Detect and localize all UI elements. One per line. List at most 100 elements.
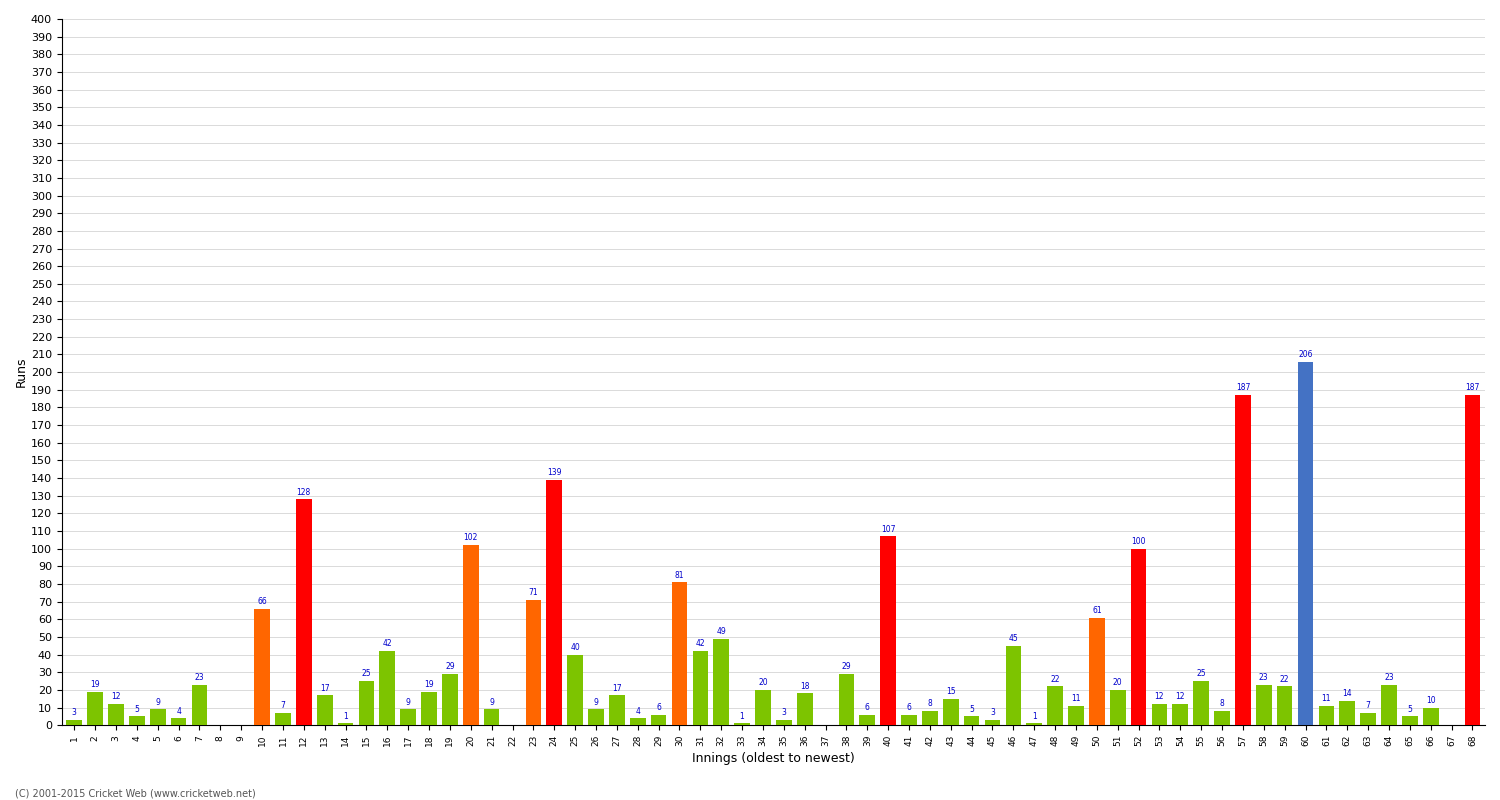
- Text: 12: 12: [111, 692, 122, 702]
- Text: 23: 23: [195, 673, 204, 682]
- Text: 22: 22: [1280, 674, 1290, 684]
- Text: 15: 15: [946, 687, 956, 696]
- Bar: [1068, 706, 1084, 726]
- Bar: [839, 674, 854, 726]
- Text: 1: 1: [1032, 712, 1036, 721]
- Text: 49: 49: [717, 627, 726, 636]
- Bar: [442, 674, 458, 726]
- Bar: [1089, 618, 1104, 726]
- Bar: [464, 545, 478, 726]
- Bar: [1110, 690, 1125, 726]
- Text: 6: 6: [865, 703, 870, 712]
- Text: 9: 9: [594, 698, 598, 706]
- Text: 66: 66: [256, 597, 267, 606]
- Text: 6: 6: [906, 703, 912, 712]
- Bar: [192, 685, 207, 726]
- Text: 42: 42: [696, 639, 705, 649]
- Bar: [358, 681, 375, 726]
- Bar: [525, 600, 542, 726]
- Text: 61: 61: [1092, 606, 1101, 615]
- Text: 23: 23: [1258, 673, 1269, 682]
- Bar: [150, 710, 165, 726]
- Text: 187: 187: [1236, 383, 1250, 393]
- Text: 11: 11: [1322, 694, 1330, 703]
- Bar: [1047, 686, 1064, 726]
- Bar: [1194, 681, 1209, 726]
- Bar: [274, 713, 291, 726]
- Text: 5: 5: [1407, 705, 1413, 714]
- Bar: [754, 690, 771, 726]
- Text: 3: 3: [782, 708, 786, 718]
- Text: 14: 14: [1342, 689, 1352, 698]
- Bar: [672, 582, 687, 726]
- Bar: [546, 480, 562, 726]
- Bar: [1173, 704, 1188, 726]
- Text: 10: 10: [1426, 696, 1436, 705]
- Text: 8: 8: [1220, 699, 1224, 709]
- Y-axis label: Runs: Runs: [15, 357, 28, 387]
- Bar: [984, 720, 1000, 726]
- Bar: [1382, 685, 1396, 726]
- Text: 187: 187: [1466, 383, 1479, 393]
- Bar: [1005, 646, 1022, 726]
- Bar: [944, 698, 958, 726]
- Bar: [1318, 706, 1334, 726]
- Text: 128: 128: [297, 487, 310, 497]
- Text: 9: 9: [405, 698, 411, 706]
- Bar: [1214, 711, 1230, 726]
- Bar: [1424, 707, 1438, 726]
- Text: 5: 5: [135, 705, 140, 714]
- Text: 9: 9: [489, 698, 494, 706]
- Text: (C) 2001-2015 Cricket Web (www.cricketweb.net): (C) 2001-2015 Cricket Web (www.cricketwe…: [15, 788, 255, 798]
- Bar: [66, 720, 82, 726]
- Bar: [1298, 362, 1314, 726]
- Text: 20: 20: [758, 678, 768, 687]
- Bar: [693, 651, 708, 726]
- Text: 1: 1: [344, 712, 348, 721]
- Text: 3: 3: [72, 708, 76, 718]
- Bar: [859, 714, 874, 726]
- Bar: [630, 718, 645, 726]
- Text: 29: 29: [842, 662, 850, 671]
- Text: 25: 25: [362, 670, 370, 678]
- Bar: [651, 714, 666, 726]
- Bar: [1131, 549, 1146, 726]
- Text: 25: 25: [1197, 670, 1206, 678]
- Text: 29: 29: [446, 662, 454, 671]
- Text: 107: 107: [880, 525, 896, 534]
- Text: 20: 20: [1113, 678, 1122, 687]
- Text: 5: 5: [969, 705, 974, 714]
- Bar: [1234, 395, 1251, 726]
- Text: 17: 17: [320, 683, 330, 693]
- Bar: [902, 714, 916, 726]
- Bar: [1256, 685, 1272, 726]
- Bar: [338, 723, 354, 726]
- Text: 3: 3: [990, 708, 994, 718]
- Bar: [1152, 704, 1167, 726]
- Text: 81: 81: [675, 570, 684, 579]
- Text: 19: 19: [424, 680, 433, 689]
- Text: 12: 12: [1176, 692, 1185, 702]
- Bar: [880, 536, 896, 726]
- Bar: [1026, 723, 1042, 726]
- Text: 12: 12: [1155, 692, 1164, 702]
- Text: 6: 6: [656, 703, 662, 712]
- Text: 71: 71: [528, 588, 538, 598]
- Bar: [255, 609, 270, 726]
- Text: 4: 4: [636, 706, 640, 715]
- Text: 11: 11: [1071, 694, 1080, 703]
- Bar: [1340, 701, 1354, 726]
- X-axis label: Innings (oldest to newest): Innings (oldest to newest): [692, 752, 855, 765]
- Text: 100: 100: [1131, 537, 1146, 546]
- Bar: [714, 638, 729, 726]
- Bar: [567, 654, 584, 726]
- Bar: [922, 711, 938, 726]
- Text: 17: 17: [612, 683, 621, 693]
- Bar: [316, 695, 333, 726]
- Bar: [296, 499, 312, 726]
- Bar: [964, 716, 980, 726]
- Bar: [1402, 716, 1417, 726]
- Text: 40: 40: [570, 643, 580, 652]
- Bar: [484, 710, 500, 726]
- Text: 102: 102: [464, 534, 478, 542]
